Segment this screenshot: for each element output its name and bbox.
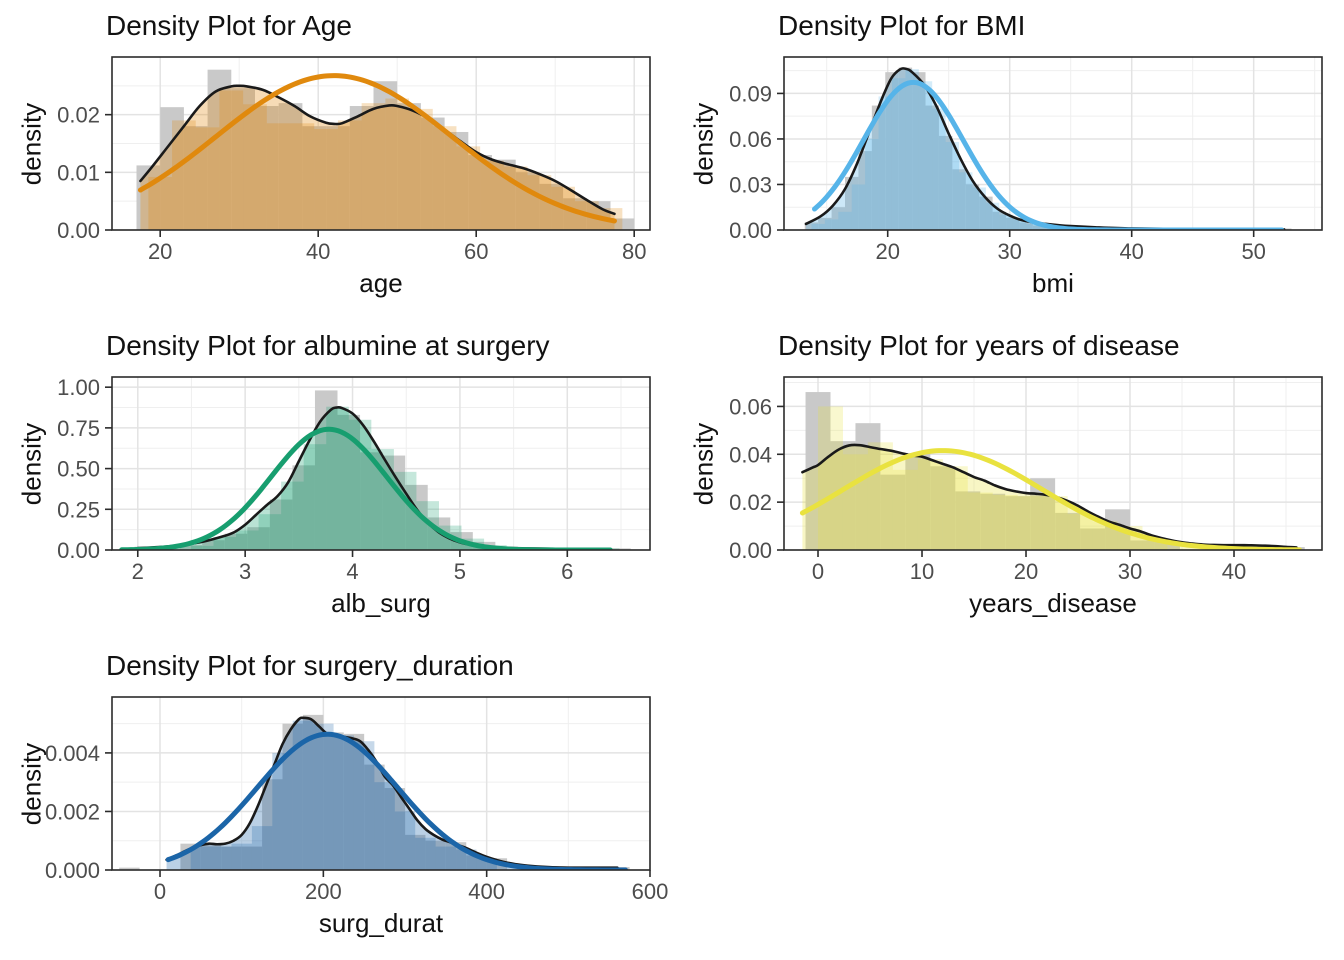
- plot-title: Density Plot for Age: [106, 10, 352, 41]
- svg-text:20: 20: [1014, 559, 1038, 584]
- svg-text:30: 30: [1118, 559, 1142, 584]
- svg-text:0.06: 0.06: [729, 127, 772, 152]
- svg-text:30: 30: [997, 239, 1021, 264]
- svg-text:40: 40: [1222, 559, 1246, 584]
- svg-text:0.03: 0.03: [729, 172, 772, 197]
- svg-text:0.50: 0.50: [57, 457, 100, 482]
- y-axis-title: density: [688, 422, 719, 506]
- svg-text:0.02: 0.02: [57, 103, 100, 128]
- y-axis-title: density: [16, 422, 47, 506]
- plot-cell-years-disease: 0 10 20 30 40 0.00 0.02 0.04 0.06 Density Plot f…: [672, 320, 1344, 640]
- svg-text:60: 60: [464, 239, 488, 264]
- svg-text:80: 80: [622, 239, 646, 264]
- x-axis-title: surg_durat: [318, 908, 444, 938]
- plot-cell-bmi: 20 30 40 50 0.00 0.03 0.06 0.09 Density Plot fo…: [672, 0, 1344, 320]
- svg-text:4: 4: [346, 559, 358, 584]
- svg-text:50: 50: [1241, 239, 1265, 264]
- svg-text:0.00: 0.00: [57, 218, 100, 243]
- x-axis-title: years_disease: [969, 588, 1137, 618]
- plot-title: Density Plot for surgery_duration: [106, 650, 514, 681]
- svg-text:0.00: 0.00: [729, 218, 772, 243]
- x-axis-title: alb_surg: [331, 588, 431, 618]
- svg-text:0.09: 0.09: [729, 81, 772, 106]
- plot-canvas-surgery-duration: 0 200 400 600 0.000 0.002 0.004: [45, 696, 669, 904]
- svg-text:0.004: 0.004: [45, 741, 100, 766]
- svg-text:3: 3: [239, 559, 251, 584]
- svg-text:40: 40: [306, 239, 330, 264]
- svg-text:400: 400: [468, 879, 505, 904]
- y-axis-title: density: [16, 742, 47, 826]
- empty-cell: [672, 640, 1344, 960]
- plot-canvas-years-disease: 0 10 20 30 40 0.00 0.02 0.04 0.06: [729, 376, 1323, 584]
- svg-text:40: 40: [1119, 239, 1143, 264]
- plot-title: Density Plot for BMI: [778, 10, 1026, 41]
- svg-text:200: 200: [305, 879, 342, 904]
- plot-title: Density Plot for albumine at surgery: [106, 330, 550, 361]
- plot-canvas-bmi: 20 30 40 50 0.00 0.03 0.06 0.09: [729, 56, 1323, 264]
- svg-text:0.01: 0.01: [57, 160, 100, 185]
- svg-text:0: 0: [154, 879, 166, 904]
- plot-canvas-age: 20 40 60 80 0.00 0.01 0.02: [57, 56, 651, 264]
- svg-text:5: 5: [454, 559, 466, 584]
- svg-text:20: 20: [875, 239, 899, 264]
- x-axis-title: bmi: [1032, 268, 1074, 298]
- svg-text:0.000: 0.000: [45, 858, 100, 883]
- y-axis-title: density: [688, 102, 719, 186]
- svg-text:0.002: 0.002: [45, 799, 100, 824]
- svg-text:0.75: 0.75: [57, 416, 100, 441]
- plot-canvas-alb-surg: 2 3 4 5 6 0.00 0.25 0.50 0.75 1.00: [57, 375, 651, 584]
- svg-text:6: 6: [561, 559, 573, 584]
- y-axis-title: density: [16, 102, 47, 186]
- svg-text:0.00: 0.00: [729, 538, 772, 563]
- plot-title: Density Plot for years of disease: [778, 330, 1180, 361]
- plot-cell-alb-surg: 2 3 4 5 6 0.00 0.25 0.50 0.75 1.00 Density Plot f…: [0, 320, 672, 640]
- svg-text:0.00: 0.00: [57, 538, 100, 563]
- plot-cell-age: 20 40 60 80 0.00 0.01 0.02 Density Plot for Ag…: [0, 0, 672, 320]
- svg-text:0.25: 0.25: [57, 497, 100, 522]
- svg-text:600: 600: [632, 879, 669, 904]
- svg-text:0.04: 0.04: [729, 442, 772, 467]
- svg-text:2: 2: [132, 559, 144, 584]
- svg-text:0.02: 0.02: [729, 490, 772, 515]
- svg-text:1.00: 1.00: [57, 375, 100, 400]
- x-axis-title: age: [359, 268, 403, 298]
- plot-cell-surgery-duration: 0 200 400 600 0.000 0.002 0.004 Density Plot f…: [0, 640, 672, 960]
- svg-text:0.06: 0.06: [729, 394, 772, 419]
- svg-text:20: 20: [148, 239, 172, 264]
- svg-text:10: 10: [910, 559, 934, 584]
- svg-text:0: 0: [812, 559, 824, 584]
